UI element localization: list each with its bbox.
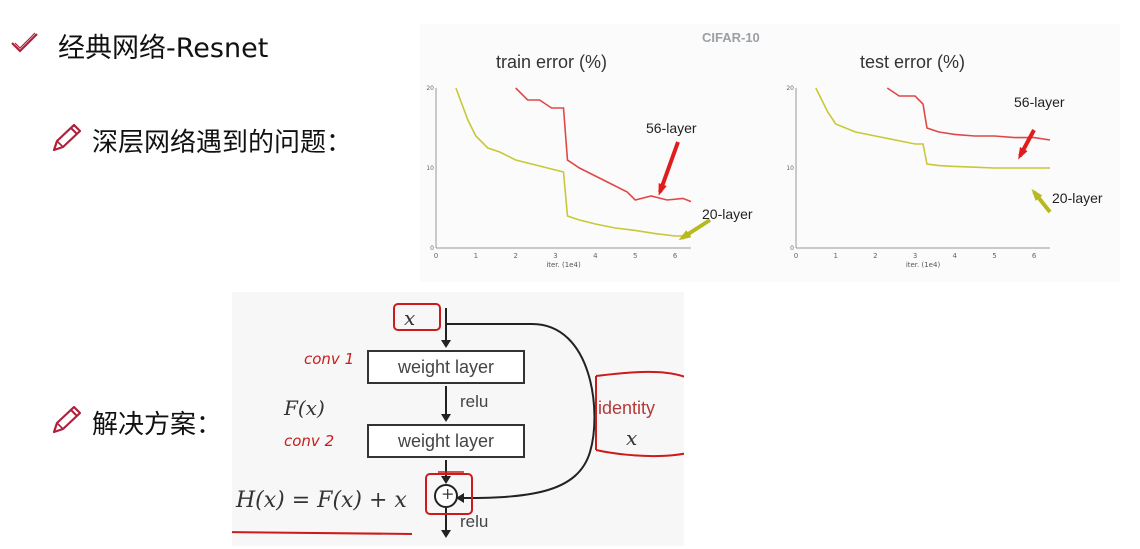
x-tick-label: 0 — [434, 252, 438, 260]
test-56-arrow-head — [1018, 147, 1028, 160]
train-56-layer-label: 56-layer — [646, 120, 697, 136]
x-axis-label: iter. (1e4) — [546, 261, 581, 269]
residual-block-diagram: x weight layer relu F(x) weight layer + … — [232, 292, 684, 546]
test-chart-title: test error (%) — [860, 52, 966, 72]
x-tick-label: 5 — [992, 252, 996, 260]
fx-label: F(x) — [284, 396, 325, 420]
x-tick-label: 2 — [873, 252, 877, 260]
problem-heading: 深层网络遇到的问题： — [92, 128, 353, 158]
x-tick-label: 0 — [794, 252, 798, 260]
x-tick-label: 6 — [673, 252, 678, 260]
plus-sign: + — [441, 484, 455, 503]
x-tick-label: 4 — [593, 252, 598, 260]
x-tick-label: 2 — [513, 252, 517, 260]
train-error-chart: 0 1 2 3 4 5 6 0 10 20 iter. (1e4) — [426, 85, 692, 269]
train-20-layer-label: 20-layer — [702, 206, 753, 222]
input-x: x — [404, 306, 416, 330]
y-tick-label: 20 — [426, 85, 434, 92]
pencil-icon — [52, 123, 82, 152]
charts-svg: 0 1 2 3 4 5 6 0 10 20 iter. (1e4) 0 1 2 3 4 5 6 0 10 20 iter… — [426, 85, 1052, 269]
x-tick-label: 5 — [633, 252, 637, 260]
x-axis-label: iter. (1e4) — [906, 261, 941, 269]
annotation-arrows — [658, 129, 1052, 241]
train-56-arrow — [658, 141, 680, 193]
weight-layer-1: weight layer — [367, 350, 525, 384]
series-line-56-layer — [515, 87, 692, 203]
y-tick-label: 20 — [786, 85, 794, 92]
x-tick-label: 3 — [553, 252, 557, 260]
hx-equation: H(x) = F(x) + x — [236, 488, 407, 513]
test-20-layer-label: 20-layer — [1052, 190, 1103, 206]
series-line-20-layer — [815, 87, 1050, 169]
test-20-arrow-head — [1031, 188, 1043, 201]
train-56-arrow-head — [658, 183, 667, 196]
handwritten-conv1: conv 1 — [304, 350, 355, 368]
identity-x: x — [626, 426, 638, 450]
y-tick-label: 0 — [790, 245, 794, 252]
checkmark-icon — [11, 32, 38, 53]
x-tick-label: 4 — [953, 252, 958, 260]
y-tick-label: 10 — [786, 165, 794, 172]
block-connectors — [232, 303, 684, 538]
identity-label: identity — [598, 398, 656, 418]
train-chart-title: train error (%) — [496, 52, 608, 72]
x-tick-label: 1 — [474, 252, 478, 260]
error-charts-figure: CIFAR-10 train error (%) test error (%) … — [420, 24, 1120, 282]
x-tick-label: 3 — [913, 252, 917, 260]
solution-heading: 解决方案： — [92, 410, 223, 440]
x-tick-label: 1 — [833, 252, 837, 260]
relu-1: relu — [460, 392, 489, 411]
x-tick-label: 6 — [1032, 252, 1037, 260]
main-heading: 经典网络-Resnet — [58, 33, 269, 64]
series-line-56-layer — [886, 87, 1051, 141]
test-error-chart: 0 1 2 3 4 5 6 0 10 20 iter. (1e4) — [786, 85, 1051, 269]
test-56-layer-label: 56-layer — [1014, 94, 1065, 110]
relu-2: relu — [460, 512, 489, 531]
handwritten-conv2: conv 2 — [284, 432, 335, 450]
train-20-arrow-head — [678, 230, 691, 241]
pencil-icon — [52, 405, 82, 434]
y-tick-label: 0 — [430, 245, 434, 252]
dataset-label: CIFAR-10 — [702, 30, 760, 45]
y-tick-label: 10 — [426, 165, 434, 172]
series-line-20-layer — [455, 87, 691, 237]
weight-layer-2: weight layer — [367, 424, 525, 458]
addition-node — [434, 484, 458, 508]
